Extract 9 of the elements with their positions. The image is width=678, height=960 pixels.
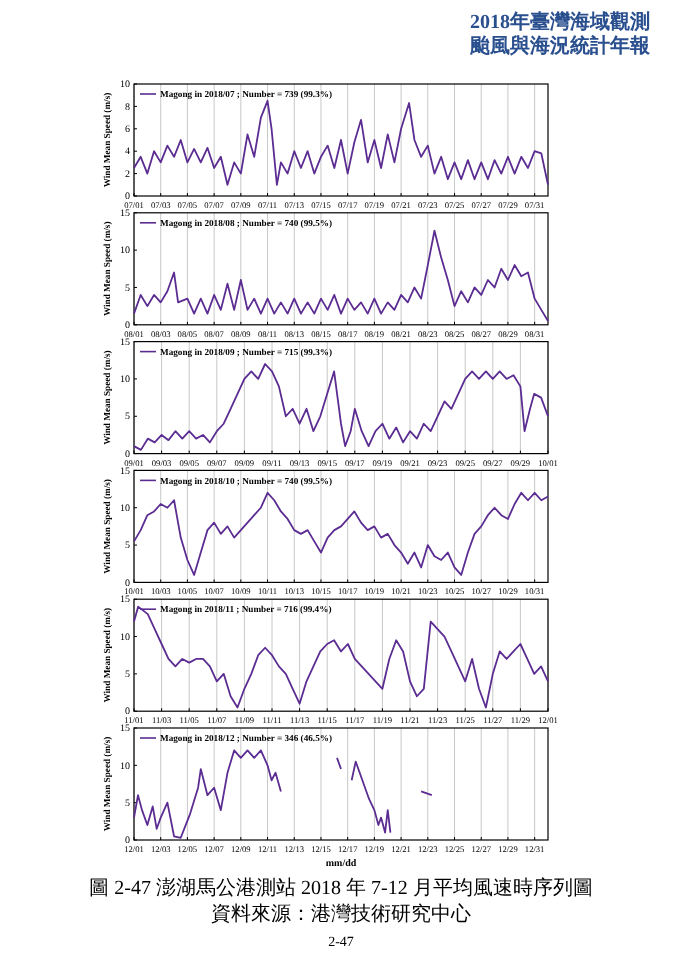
caption: 圖 2-47 澎湖馬公港測站 2018 年 7-12 月平均風速時序列圖 (89, 876, 593, 900)
line-series (133, 99, 549, 186)
source-note: 資料來源：港灣技術研究中心 (211, 902, 471, 926)
line-series (133, 491, 549, 576)
line-series (133, 229, 549, 322)
text: 颱風與海況統計年報 (468, 34, 652, 58)
line-series (133, 363, 549, 451)
line-series (133, 605, 549, 709)
text: 2018年臺灣海域觀測 (470, 10, 650, 34)
